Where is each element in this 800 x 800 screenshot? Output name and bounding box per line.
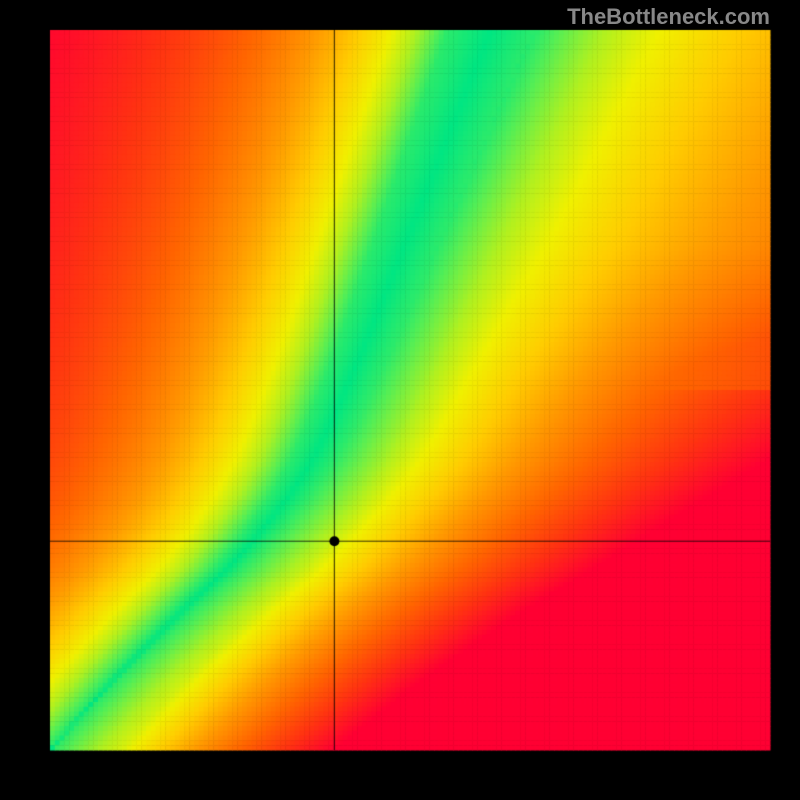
- watermark: TheBottleneck.com: [567, 4, 770, 30]
- bottleneck-heatmap: [0, 0, 800, 800]
